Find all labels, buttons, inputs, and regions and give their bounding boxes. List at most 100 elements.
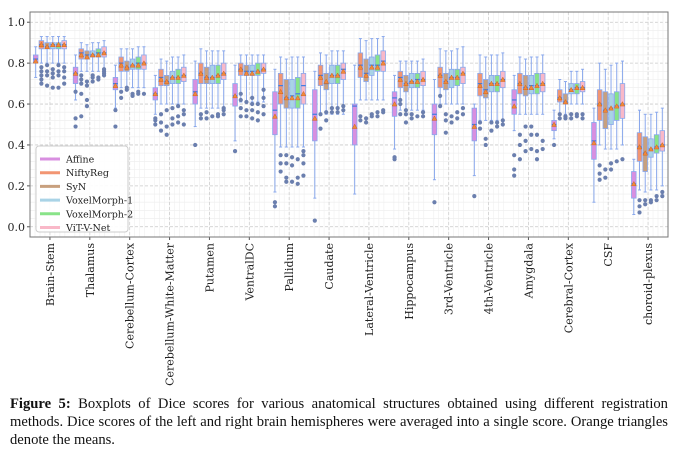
mean-triangle bbox=[403, 80, 409, 86]
outlier-point bbox=[329, 110, 335, 115]
outlier-point bbox=[244, 99, 249, 105]
outlier-point bbox=[39, 73, 44, 78]
box-affine bbox=[431, 79, 438, 205]
outlier-point bbox=[495, 120, 500, 125]
outlier-point bbox=[483, 136, 488, 141]
mean-triangle bbox=[260, 66, 267, 72]
mean-triangle bbox=[232, 92, 238, 99]
outlier-point bbox=[438, 103, 443, 109]
mean-triangle bbox=[431, 115, 438, 121]
outlier-point bbox=[255, 118, 260, 123]
box-syn bbox=[163, 60, 170, 137]
outlier-point bbox=[369, 112, 374, 117]
outlier-point bbox=[238, 97, 243, 103]
outlier-point bbox=[608, 167, 614, 172]
box-voxelmorph-2 bbox=[574, 70, 580, 119]
mean-triangle bbox=[44, 43, 50, 50]
mean-triangle bbox=[129, 62, 136, 68]
outlier-point bbox=[73, 89, 78, 94]
outlier-point bbox=[84, 83, 90, 88]
box-voxelmorph-1 bbox=[408, 60, 415, 121]
box-vit-v-net bbox=[300, 56, 307, 178]
outlier-point bbox=[284, 175, 289, 180]
mean-triangle bbox=[351, 123, 358, 129]
box-syn bbox=[203, 50, 210, 121]
mean-triangle bbox=[574, 84, 580, 90]
outlier-point bbox=[324, 110, 329, 115]
mean-triangle bbox=[158, 76, 164, 82]
box-syn bbox=[363, 40, 369, 125]
mean-triangle bbox=[329, 72, 335, 78]
mean-triangle bbox=[203, 74, 210, 80]
box-iqr bbox=[295, 77, 301, 109]
mean-triangle bbox=[562, 99, 569, 105]
outlier-point bbox=[295, 181, 300, 186]
outlier-point bbox=[363, 120, 369, 125]
mean-triangle bbox=[591, 139, 597, 146]
outlier-point bbox=[569, 112, 574, 117]
box-niftyreg bbox=[277, 56, 284, 174]
box-syn bbox=[443, 50, 449, 135]
mean-triangle bbox=[488, 80, 495, 86]
box-affine bbox=[551, 109, 557, 148]
box-vit-v-net bbox=[61, 36, 68, 86]
box-niftyreg bbox=[118, 48, 124, 101]
y-tick-label: 1.0 bbox=[8, 16, 26, 29]
outlier-point bbox=[420, 110, 426, 115]
caption-label: Figure 5: bbox=[10, 396, 71, 412]
mean-triangle bbox=[368, 64, 375, 70]
box-affine bbox=[192, 60, 199, 148]
outlier-point bbox=[358, 114, 363, 119]
mean-triangle bbox=[471, 123, 478, 129]
outlier-point bbox=[455, 110, 460, 115]
outlier-point bbox=[534, 157, 540, 162]
outlier-point bbox=[130, 91, 135, 96]
mean-triangle bbox=[243, 70, 250, 76]
x-axis: Brain-Stem Thalamus Cerebellum-Cortex Cereb… bbox=[44, 237, 655, 386]
box-niftyreg bbox=[636, 109, 643, 215]
mean-triangle bbox=[380, 60, 387, 66]
y-tick-label: 0.6 bbox=[8, 98, 26, 111]
outlier-point bbox=[181, 108, 186, 113]
outlier-point bbox=[289, 155, 295, 160]
outlier-point bbox=[580, 112, 585, 117]
outlier-point bbox=[158, 128, 164, 133]
outlier-point bbox=[39, 81, 44, 86]
box-vit-v-net bbox=[499, 52, 506, 127]
outlier-point bbox=[181, 112, 186, 117]
outlier-point bbox=[517, 132, 522, 137]
mean-triangle bbox=[522, 84, 529, 90]
box-voxelmorph-2 bbox=[494, 54, 500, 129]
outlier-point bbox=[181, 122, 186, 127]
box-iqr bbox=[272, 91, 278, 136]
mean-triangle bbox=[209, 74, 216, 80]
box-niftyreg bbox=[158, 58, 164, 133]
box-iqr bbox=[528, 75, 534, 95]
outlier-point bbox=[289, 163, 295, 168]
mean-triangle bbox=[568, 86, 574, 92]
y-tick-label: 0.0 bbox=[8, 221, 26, 234]
mean-triangle bbox=[78, 52, 85, 58]
outlier-point bbox=[141, 91, 147, 96]
outlier-point bbox=[341, 108, 346, 113]
box-affine bbox=[511, 74, 518, 178]
box-vit-v-net bbox=[619, 60, 626, 162]
legend-label: ViT-V-Net bbox=[65, 223, 110, 234]
outlier-point bbox=[170, 116, 175, 121]
outlier-point bbox=[176, 103, 181, 109]
box-voxelmorph-2 bbox=[294, 56, 301, 186]
boxplot-chart: 0.0 0.2 0.4 0.6 0.8 1.0 Brain-Stem Thalamus Cer… bbox=[8, 11, 669, 386]
box-voxelmorph-1 bbox=[49, 36, 56, 90]
y-tick-label: 0.4 bbox=[8, 139, 26, 152]
mean-triangle bbox=[55, 41, 62, 47]
box-affine bbox=[32, 46, 39, 78]
outlier-point bbox=[608, 161, 614, 166]
mean-triangle bbox=[363, 72, 369, 78]
mean-triangle bbox=[141, 60, 147, 66]
mean-triangle bbox=[49, 41, 56, 47]
outlier-point bbox=[62, 81, 67, 86]
outlier-point bbox=[153, 116, 158, 121]
box-affine bbox=[391, 74, 398, 162]
box-voxelmorph-2 bbox=[215, 50, 221, 119]
outlier-point bbox=[574, 112, 579, 117]
